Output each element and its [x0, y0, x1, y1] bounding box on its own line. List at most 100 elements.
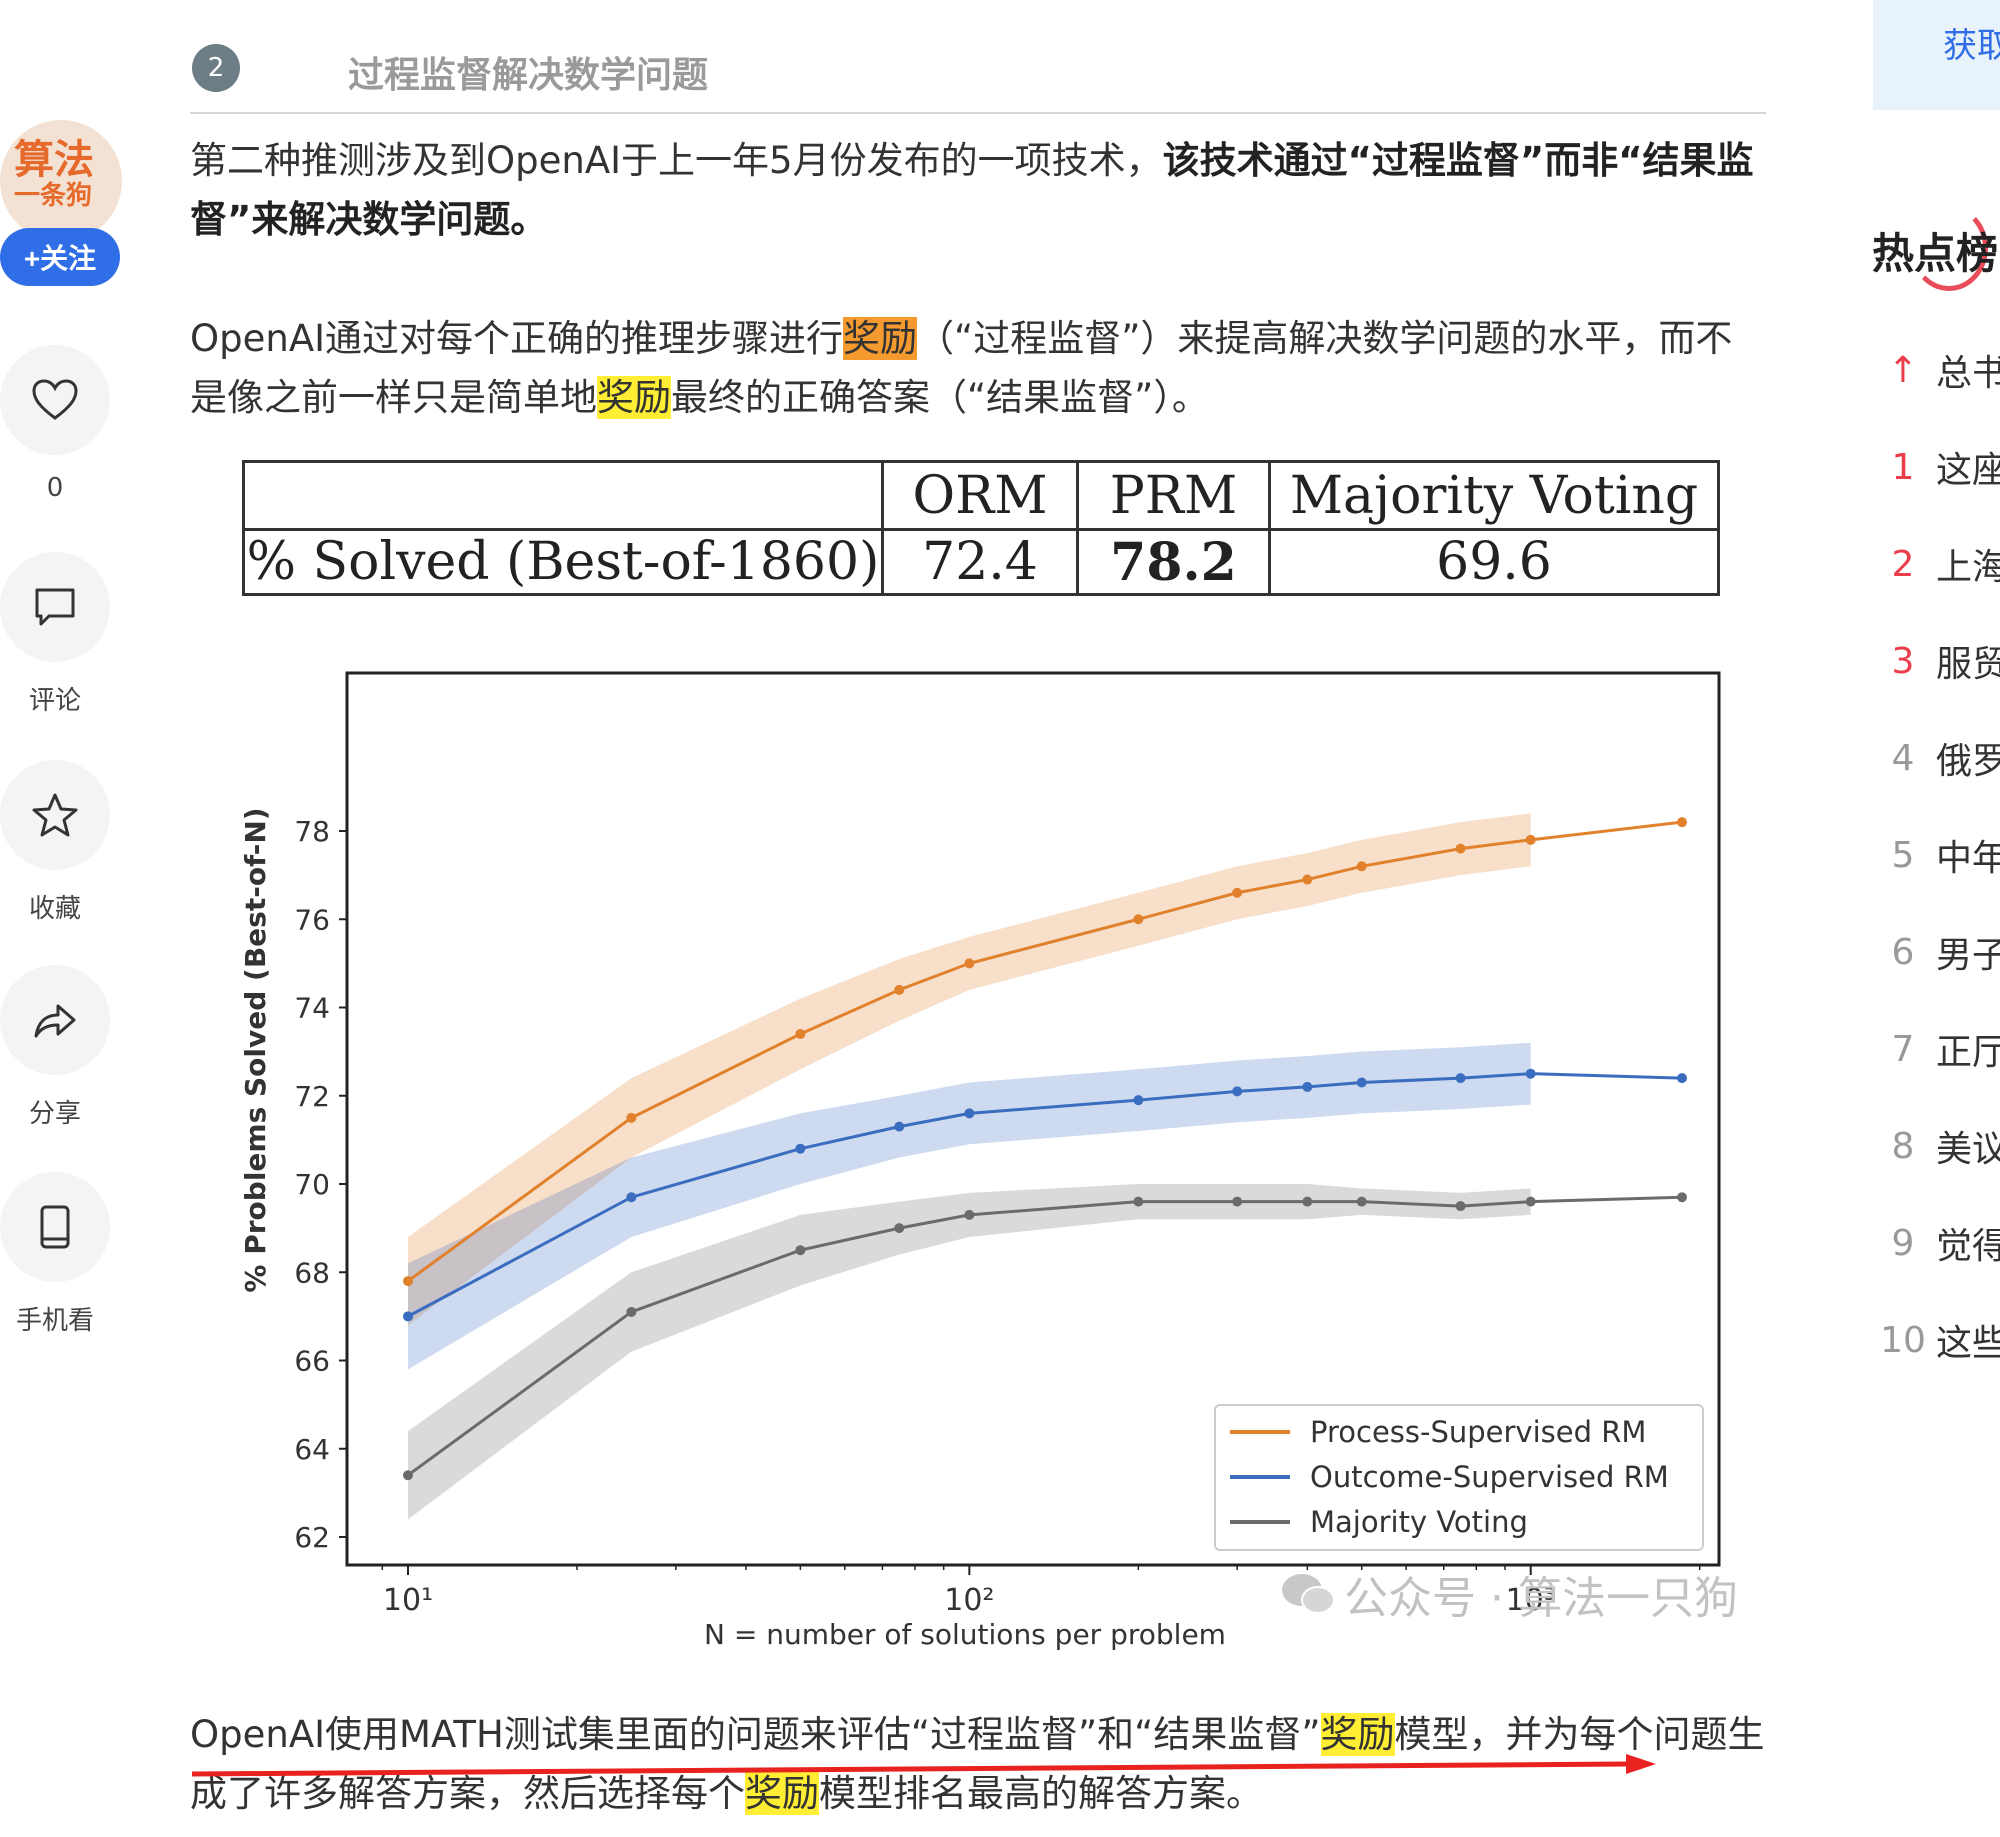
y-tick-label: 64 [294, 1433, 330, 1466]
data-point-process [403, 1276, 413, 1287]
hot-list-item[interactable]: ↑ 总书 [1870, 345, 2000, 395]
comment-action[interactable]: 评论 [0, 552, 110, 717]
hot-item-title: 这座 [1936, 450, 2000, 491]
avatar-logo-main: 算法 [14, 137, 94, 183]
hot-item-title: 美议 [1936, 1129, 2000, 1170]
x-axis-label: N = number of solutions per problem [704, 1618, 1226, 1651]
keyword-highlight[interactable]: 奖励 [843, 317, 918, 360]
hot-list-item[interactable]: 2 上海 [1870, 539, 2000, 589]
data-point-outcome [403, 1311, 413, 1322]
keyword-highlight[interactable]: 奖励 [1320, 1713, 1395, 1756]
data-point-majority [403, 1470, 413, 1481]
hot-item-title: 俄罗 [1936, 741, 2000, 782]
y-tick-label: 78 [294, 815, 330, 848]
phone-icon [40, 1205, 70, 1249]
table-header-majority: Majority Voting [1289, 465, 1699, 526]
paragraph-3-part-1: OpenAI使用MATH测试集里面的问题来评估“过程监督”和“结果监督” [190, 1713, 1321, 1756]
table-value-majority: 69.6 [1436, 532, 1552, 592]
paragraph-3: OpenAI使用MATH测试集里面的问题来评估“过程监督”和“结果监督”奖励模型… [190, 1705, 1766, 1823]
data-point-process [626, 1112, 637, 1123]
watermark-text: 公众号 · 算法一只狗 [1344, 1573, 1738, 1624]
line-chart: 62 64 66 68 70 72 74 76 78 10¹ 10² 10³ % Problems … [239, 671, 1721, 1651]
share-action[interactable]: 分享 [0, 965, 110, 1130]
hot-rank: 8 [1891, 1125, 1915, 1167]
hot-list-item[interactable]: 9 觉得 [1870, 1218, 2000, 1268]
series-line-process [407, 820, 1683, 1283]
star-icon [32, 793, 78, 837]
red-arrow-annotation [191, 1754, 1656, 1777]
follow-button[interactable]: +关注 [0, 228, 120, 286]
hot-list-title: 热点榜 [1872, 229, 1999, 278]
share-icon [34, 1004, 76, 1038]
legend-box [1214, 1404, 1704, 1551]
hot-item-title: 中年 [1936, 838, 2000, 879]
y-axis-label: % Problems Solved (Best-of-N) [239, 807, 272, 1292]
keyword-highlight[interactable]: 奖励 [745, 1772, 819, 1815]
data-point-majority [626, 1306, 637, 1317]
hot-item-title: 正厅 [1936, 1032, 2000, 1073]
data-point-majority [894, 1223, 905, 1234]
legend-label-outcome: Outcome-Supervised RM [1310, 1460, 1669, 1494]
avatar-logo: 算法 一条狗 [14, 138, 94, 211]
data-point-process [1455, 843, 1466, 854]
hot-item-title: 总书 [1936, 353, 2000, 394]
paragraph-2-part-1: OpenAI通过对每个正确的推理步骤进行 [190, 317, 844, 360]
avatar-logo-sub: 一条狗 [14, 181, 93, 211]
series-line-outcome [407, 1072, 1683, 1318]
mobile-button[interactable] [0, 1172, 110, 1282]
hot-list-item[interactable]: 8 美议 [1870, 1121, 2000, 1171]
table-header-orm: ORM [912, 465, 1048, 526]
hot-list-item[interactable]: 7 正厅 [1870, 1024, 2000, 1074]
hot-list-item[interactable]: 4 俄罗 [1870, 733, 2000, 783]
x-tick-label: 10³ [1506, 1583, 1556, 1618]
favorite-button[interactable] [0, 760, 110, 870]
data-point-majority [964, 1209, 975, 1220]
paragraph-3-part-3: 模型排名最高的解答方案。 [819, 1772, 1263, 1815]
hot-item-title: 服贸 [1936, 644, 2000, 685]
paragraph-1: 第二种推测涉及到OpenAI于上一年5月份发布的一项技术，该技术通过“过程监督”… [190, 131, 1766, 249]
comment-button[interactable] [0, 552, 110, 662]
data-point-outcome [1232, 1086, 1243, 1097]
heart-icon [32, 379, 78, 420]
series-line-majority [407, 1195, 1683, 1477]
hot-list-item[interactable]: 3 服贸 [1870, 636, 2000, 686]
paragraph-3-part-2: 模型，并为每个问题生成了许多解答方案，然后选择每个 [190, 1713, 1765, 1815]
hot-rank: 4 [1891, 737, 1915, 779]
hot-rank: 10 [1880, 1319, 1926, 1361]
data-point-outcome [1302, 1081, 1313, 1092]
hot-ring-icon [1910, 205, 1988, 291]
table-value-prm: 78.2 [1110, 531, 1237, 593]
data-point-process [1302, 874, 1313, 885]
legend: Process-Supervised RM Outcome-Supervised… [1214, 1404, 1704, 1551]
paragraph-1-text: 第二种推测涉及到OpenAI于上一年5月份发布的一项技术， [190, 139, 1163, 182]
hot-item-title: 男子 [1936, 935, 2000, 976]
y-tick-label: 62 [294, 1521, 330, 1554]
data-point-majority [1302, 1196, 1313, 1207]
data-point-process [1356, 861, 1367, 872]
x-tick-label: 10¹ [383, 1583, 433, 1618]
table-row-label: % Solved (Best-of-1860) [246, 532, 880, 592]
hot-item-title: 觉得 [1936, 1226, 2000, 1267]
hot-list-item[interactable]: 10 这些 [1870, 1315, 2000, 1365]
mobile-action[interactable]: 手机看 [0, 1172, 110, 1337]
figure-image: ORM PRM Majority Voting % Solved (Best-o… [190, 440, 1766, 1660]
table-header-prm: PRM [1109, 465, 1238, 526]
hot-list-item[interactable]: 6 男子 [1870, 927, 2000, 977]
like-button[interactable] [0, 345, 110, 455]
sidebar-promo-card[interactable]: 获取 [1873, 0, 2000, 110]
data-point-majority [1133, 1196, 1144, 1207]
confidence-band-process [408, 813, 1531, 1326]
share-button[interactable] [0, 965, 110, 1075]
y-tick-label: 72 [294, 1080, 330, 1113]
data-point-outcome [894, 1121, 905, 1132]
section-title: 过程监督解决数学问题 [348, 55, 709, 96]
author-avatar[interactable]: 算法 一条狗 [0, 120, 122, 242]
hot-list-item[interactable]: 1 这座 [1870, 442, 2000, 492]
data-point-process [894, 984, 905, 995]
keyword-highlight[interactable]: 奖励 [597, 376, 671, 419]
like-action[interactable]: 0 [0, 345, 110, 503]
data-point-outcome [1677, 1073, 1687, 1084]
favorite-action[interactable]: 收藏 [0, 760, 110, 925]
hot-list-item[interactable]: 5 中年 [1870, 830, 2000, 880]
action-rail: 算法 一条狗 +关注 0 评论 收藏 [0, 0, 130, 1837]
